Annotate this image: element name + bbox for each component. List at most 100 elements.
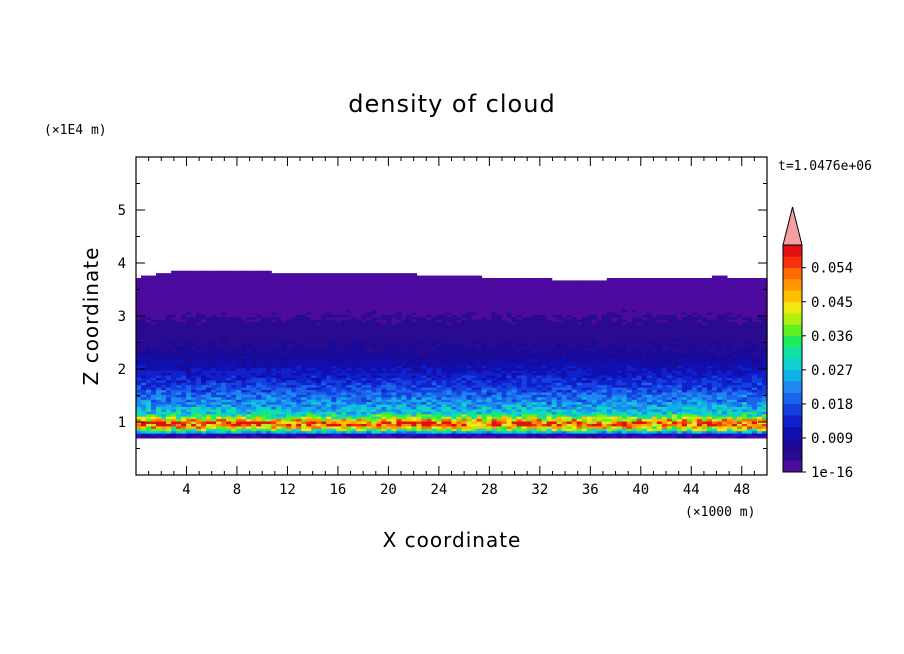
field-cell [391,391,398,395]
field-cell [186,396,192,400]
field-cell [376,314,382,318]
field-cell [316,324,322,328]
field-cell [456,420,463,424]
field-cell [181,389,187,393]
field-cell [156,311,162,315]
field-cell [306,355,312,359]
field-cell [176,297,182,301]
field-cell [186,411,192,415]
field-cell [431,387,438,391]
field-cell [156,433,162,437]
field-cell [356,321,362,325]
field-cell [301,367,307,371]
field-cell [226,326,232,330]
field-cell [431,350,438,354]
field-cell [341,282,347,286]
field-cell [271,304,277,308]
field-cell [316,336,322,340]
field-cell [206,384,212,388]
field-cell [376,372,382,376]
field-cell [191,326,197,330]
field-cell [341,348,347,352]
field-cell [361,275,367,279]
field-cell [491,394,498,398]
field-cell [276,418,282,422]
field-cell [151,353,157,357]
field-cell [256,321,262,325]
field-cell [416,357,423,361]
field-cell [366,345,372,349]
field-cell [286,319,292,323]
field-cell [361,311,367,315]
field-cell [386,374,393,378]
field-cell [186,331,192,335]
field-cell [421,307,428,311]
field-cell [266,348,272,352]
field-cell [141,355,147,359]
field-cell [366,396,372,400]
field-cell [221,425,227,429]
field-cell [256,280,262,284]
field-cell [186,282,192,286]
field-cell [326,282,332,286]
field-cell [151,331,157,335]
field-cell [341,357,347,361]
field-cell [421,353,428,357]
field-cell [476,326,483,330]
field-cell [406,340,413,345]
field-cell [181,435,187,439]
field-cell [456,416,463,420]
field-cell [246,411,252,415]
field-cell [366,416,372,420]
field-cell [346,365,352,369]
field-cell [226,311,232,315]
field-cell [481,311,488,315]
field-cell [266,290,272,294]
field-cell [236,321,242,325]
field-cell [401,377,408,381]
field-cell [311,391,317,395]
field-cell [201,324,207,328]
field-cell [336,290,342,294]
field-cell [281,435,287,439]
field-cell [371,408,377,412]
field-cell [336,391,342,395]
field-cell [206,350,212,354]
field-cell [366,348,372,352]
field-cell [276,389,282,393]
field-cell [331,403,337,407]
field-cell [481,326,488,330]
field-cell [411,304,418,308]
field-cell [356,394,362,398]
field-cell [496,384,503,388]
field-cell [136,282,142,286]
field-cell [251,428,257,432]
field-cell [481,391,488,395]
field-cell [146,328,152,332]
field-cell [136,399,142,403]
field-cell [306,275,312,279]
field-cell [436,367,443,371]
field-cell [456,401,463,405]
field-cell [191,355,197,359]
field-cell [166,345,172,349]
field-cell [446,357,453,361]
field-cell [371,362,377,366]
field-cell [431,399,438,403]
field-cell [341,428,347,432]
field-cell [421,396,428,400]
field-cell [301,401,307,405]
field-cell [181,355,187,359]
field-cell [411,433,418,437]
field-cell [301,433,307,437]
field-cell [461,435,468,439]
field-cell [466,336,473,340]
field-cell [251,280,257,284]
field-cell [486,396,493,400]
field-cell [446,292,453,296]
field-cell [246,413,252,417]
field-cell [141,365,147,369]
field-cell [301,418,307,422]
field-cell [191,401,197,405]
field-cell [286,311,292,315]
